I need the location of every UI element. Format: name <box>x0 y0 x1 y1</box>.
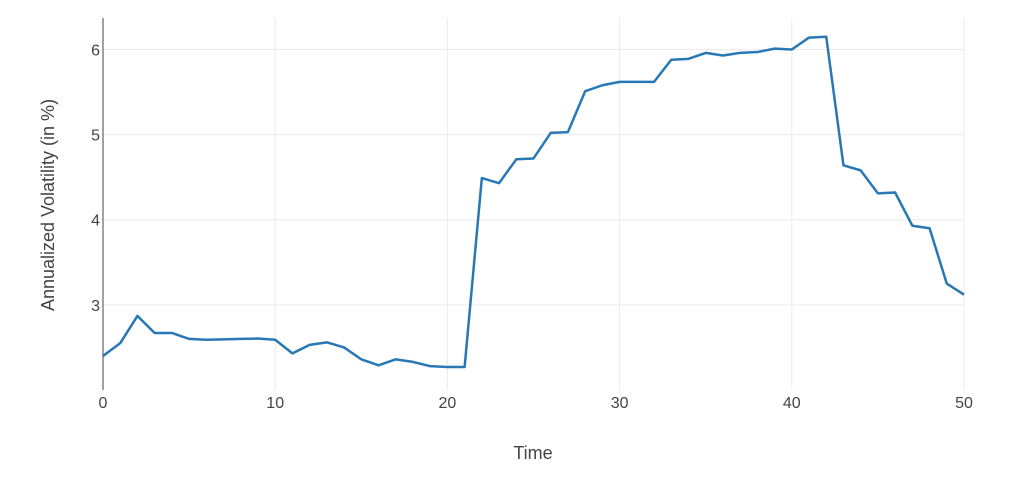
y-tick-label: 5 <box>91 128 100 145</box>
grid-lines <box>103 18 965 390</box>
y-axis-title: Annualized Volatility (in %) <box>38 99 58 311</box>
x-tick-label: 50 <box>955 395 973 412</box>
x-tick-label: 0 <box>99 395 108 412</box>
x-tick-label: 40 <box>783 395 801 412</box>
x-axis-title: Time <box>513 443 552 463</box>
y-tick-label: 6 <box>91 42 100 59</box>
y-tick-labels: 3 4 5 6 <box>91 42 100 314</box>
volatility-series-line <box>102 35 965 369</box>
x-tick-label: 30 <box>611 395 629 412</box>
x-tick-label: 10 <box>266 395 284 412</box>
y-tick-label: 3 <box>91 298 100 315</box>
x-tick-label: 20 <box>439 395 457 412</box>
x-tick-labels: 0 10 20 30 40 50 <box>99 395 973 412</box>
y-tick-label: 4 <box>91 213 100 230</box>
